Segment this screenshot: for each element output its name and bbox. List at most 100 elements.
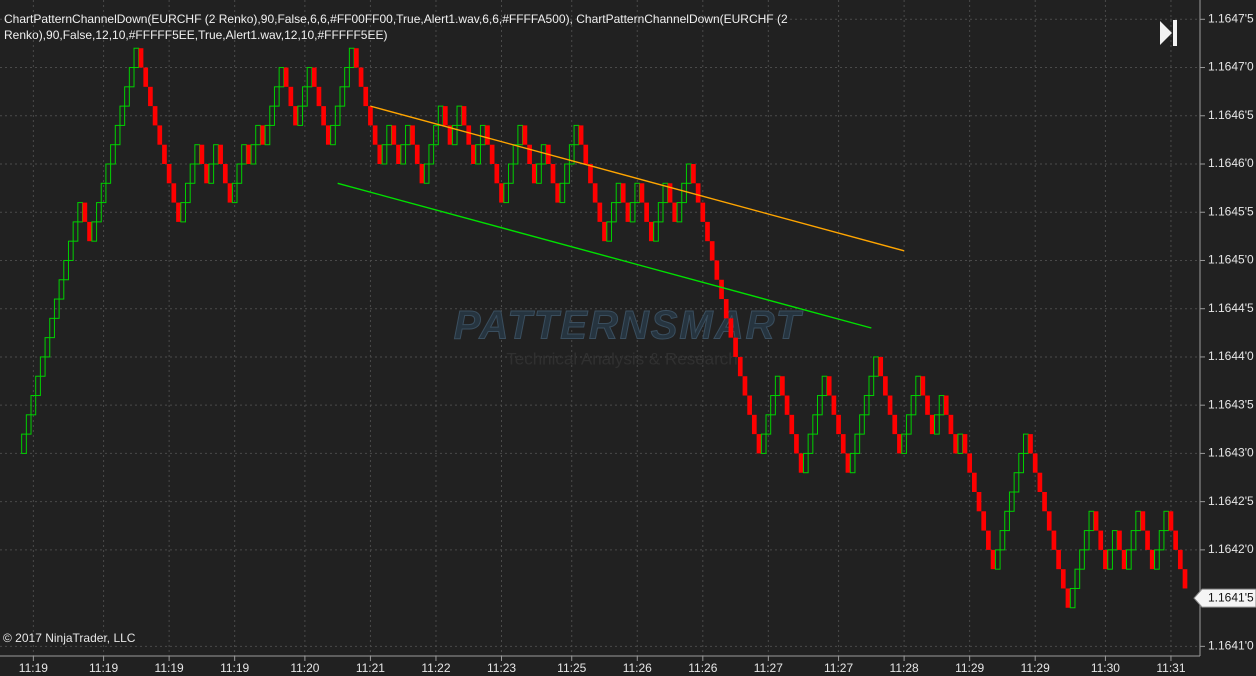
up-brick <box>67 240 74 261</box>
down-brick <box>143 67 149 87</box>
down-brick <box>499 183 504 203</box>
down-brick <box>1056 549 1061 570</box>
y-tick-label: 1.1641'0 <box>1208 639 1254 653</box>
up-brick <box>423 163 430 184</box>
up-brick <box>1008 491 1015 512</box>
down-brick <box>1121 549 1127 570</box>
down-brick <box>1140 511 1146 531</box>
up-brick <box>208 163 215 184</box>
x-tick-label: 11:27 <box>754 661 783 675</box>
down-brick <box>719 279 724 300</box>
down-brick <box>920 376 926 396</box>
last-price-marker <box>1193 588 1256 608</box>
up-brick <box>339 86 346 107</box>
down-brick <box>466 125 472 145</box>
down-brick <box>1042 492 1047 512</box>
up-brick <box>475 144 481 165</box>
up-brick <box>44 337 51 358</box>
up-brick <box>1013 472 1020 493</box>
up-brick <box>180 202 187 223</box>
up-brick <box>812 414 819 435</box>
x-tick-label: 11:31 <box>1156 661 1185 675</box>
down-brick <box>1051 530 1057 550</box>
up-brick <box>1158 530 1165 551</box>
up-brick <box>1125 549 1132 570</box>
up-brick <box>72 221 79 242</box>
channels <box>337 105 905 329</box>
down-brick <box>962 434 968 454</box>
y-tick-label: 1.1647'0 <box>1208 60 1254 74</box>
down-brick <box>1065 588 1071 608</box>
down-brick <box>695 183 701 203</box>
x-tick-label: 11:19 <box>155 661 184 675</box>
up-brick <box>49 317 55 339</box>
last-price-label: 1.1641'5 <box>1208 590 1254 604</box>
up-brick <box>910 395 917 416</box>
down-brick <box>639 183 645 203</box>
up-brick <box>512 144 519 165</box>
up-brick <box>606 221 613 242</box>
up-brick <box>1018 452 1024 474</box>
up-brick <box>39 356 46 377</box>
y-tick-label: 1.1643'0 <box>1208 446 1254 460</box>
up-brick <box>334 105 341 126</box>
x-tick-label: 11:19 <box>220 661 249 675</box>
up-brick <box>657 202 664 223</box>
down-brick <box>578 125 584 145</box>
up-brick <box>110 144 116 165</box>
down-brick <box>442 106 448 126</box>
down-brick <box>87 221 92 242</box>
up-brick <box>35 375 41 397</box>
down-brick <box>1145 530 1150 550</box>
up-brick <box>999 530 1006 551</box>
up-brick <box>536 163 542 184</box>
down-brick <box>1173 530 1178 550</box>
down-brick <box>157 125 163 145</box>
down-brick <box>789 414 795 435</box>
up-brick <box>96 202 102 223</box>
down-brick <box>176 202 181 222</box>
down-brick <box>784 395 790 415</box>
down-brick <box>311 67 317 87</box>
down-brick <box>531 164 537 184</box>
up-brick <box>849 452 856 474</box>
channel-line <box>370 105 905 252</box>
up-brick <box>53 298 60 319</box>
down-brick <box>672 202 678 222</box>
up-brick <box>611 202 617 223</box>
up-brick <box>185 182 191 204</box>
down-brick <box>798 453 804 473</box>
watermark: PATTERNSMART Technical Analysis & Resear… <box>453 303 804 368</box>
down-brick <box>723 299 729 319</box>
up-brick <box>264 124 271 146</box>
up-brick <box>508 163 514 184</box>
down-brick <box>138 48 144 68</box>
watermark-text: PATTERNSMART <box>454 304 804 348</box>
up-brick <box>381 144 388 165</box>
down-brick <box>897 434 902 454</box>
down-brick <box>372 125 378 145</box>
down-brick <box>1028 434 1033 454</box>
down-brick <box>522 125 528 145</box>
down-brick <box>780 376 785 396</box>
panel-toggle-icon[interactable] <box>1160 20 1177 46</box>
x-tick-label: 11:21 <box>356 661 385 675</box>
down-brick <box>527 144 532 164</box>
up-brick <box>629 202 636 223</box>
down-brick <box>227 183 233 203</box>
up-brick <box>30 395 37 416</box>
up-brick <box>1004 510 1010 532</box>
down-brick <box>751 414 757 435</box>
down-brick <box>321 106 326 126</box>
up-brick <box>451 124 458 146</box>
up-brick <box>433 124 439 146</box>
down-brick <box>953 434 958 454</box>
down-brick <box>471 144 476 164</box>
up-brick <box>760 433 767 454</box>
up-brick <box>994 549 1001 570</box>
up-brick <box>765 414 772 435</box>
x-tick-label: 11:25 <box>557 661 586 675</box>
indicator-title: ChartPatternChannelDown(EURCHF (2 Renko)… <box>4 12 788 42</box>
x-tick-label: 11:23 <box>487 661 516 675</box>
